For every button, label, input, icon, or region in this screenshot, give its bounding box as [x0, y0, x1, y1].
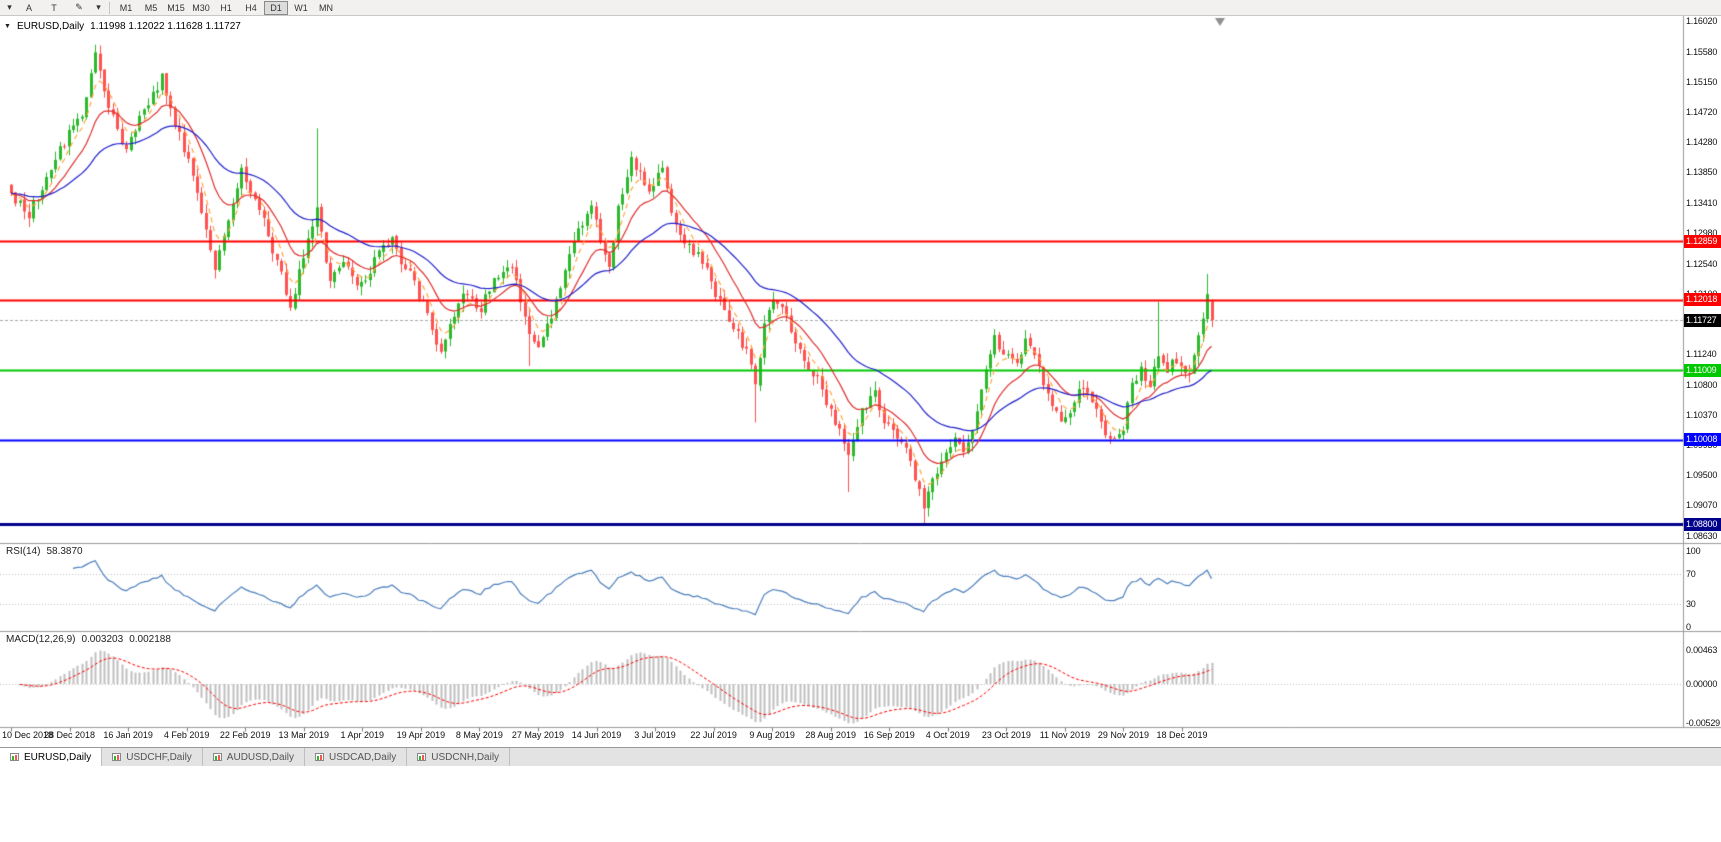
price-axis-label: 1.10800	[1686, 379, 1718, 390]
tab-chart-icon	[212, 753, 222, 761]
rsi-indicator-value: 58.3870	[46, 546, 83, 557]
price-axis-label: 1.08630	[1686, 531, 1718, 541]
text-tool-button[interactable]: T	[51, 2, 57, 13]
rsi-axis-label: 100	[1686, 546, 1701, 556]
cursor-a-tool-button[interactable]: A	[25, 2, 32, 13]
price-axis-label: 1.12980	[1686, 227, 1718, 238]
tab-chart-icon	[112, 753, 122, 761]
price-axis-label: 1.14720	[1686, 106, 1718, 117]
rsi-axis-label: 0	[1686, 622, 1691, 632]
price-axis-label: 1.14280	[1686, 137, 1718, 148]
date-axis-label: 28 Dec 2018	[44, 730, 96, 740]
timeframe-button-m5[interactable]: M5	[144, 2, 158, 13]
price-line-badge: 1.10008	[1684, 433, 1721, 446]
date-axis-label: 27 May 2019	[511, 730, 564, 740]
date-axis-label: 28 Aug 2019	[805, 730, 856, 740]
date-axis-label: 22 Feb 2019	[219, 730, 271, 740]
tab-label: USDCHF,Daily	[126, 751, 192, 763]
timeframe-button-m30[interactable]: M30	[192, 2, 210, 13]
date-axis-label: 22 Jul 2019	[690, 730, 737, 740]
date-axis-label: 16 Sep 2019	[863, 730, 915, 740]
price-axis-label: 1.15580	[1686, 46, 1718, 57]
chart-tab-usdcnh[interactable]: USDCNH,Daily	[407, 748, 511, 766]
rsi-indicator-name: RSI(14)	[6, 546, 41, 557]
tab-chart-icon	[417, 753, 427, 761]
price-axis-label: 1.11240	[1686, 349, 1717, 360]
date-axis-label: 14 Jun 2019	[571, 730, 622, 740]
chart-tab-usdcad[interactable]: USDCAD,Daily	[305, 748, 408, 766]
chart-menu-button[interactable]: ▾	[7, 2, 12, 12]
macd-axis-label: 0.00463	[1686, 644, 1718, 655]
chart-ohlc-values: 1.11998 1.12022 1.11628 1.11727	[90, 21, 241, 32]
chart-title: ▼ EURUSD,Daily 1.11998 1.12022 1.11628 1…	[4, 21, 241, 32]
timeframe-button-w1[interactable]: W1	[294, 2, 308, 13]
tab-label: EURUSD,Daily	[24, 751, 92, 763]
price-axis-label: 1.16020	[1686, 16, 1718, 26]
toolbar-separator	[109, 1, 110, 14]
timeframe-button-mn[interactable]: MN	[319, 2, 333, 13]
tab-label: USDCAD,Daily	[329, 751, 397, 763]
date-axis-label: 13 Mar 2019	[278, 730, 330, 740]
date-axis-label: 8 May 2019	[455, 730, 503, 740]
price-line-badge: 1.08800	[1684, 518, 1721, 531]
chart-tab-bar: EURUSD,Daily USDCHF,Daily AUDUSD,Daily USDC…	[0, 747, 1721, 766]
timeframe-button-d1[interactable]: D1	[264, 0, 288, 15]
macd-axis-label: 0.00000	[1686, 679, 1718, 689]
macd-main-value: 0.003203	[81, 634, 124, 645]
date-axis-label: 4 Feb 2019	[163, 730, 210, 740]
date-axis-label: 3 Jul 2019	[634, 730, 676, 740]
price-axis-label: 1.12540	[1686, 258, 1718, 269]
date-axis-label: 29 Nov 2019	[1097, 730, 1149, 740]
date-axis-label: 19 Apr 2019	[396, 730, 446, 740]
date-axis-label: 9 Aug 2019	[749, 730, 795, 740]
date-axis-label: 18 Dec 2019	[1156, 730, 1208, 740]
tab-label: AUDUSD,Daily	[226, 751, 295, 763]
timeframe-button-h1[interactable]: H1	[220, 2, 232, 13]
price-axis-label: 1.09070	[1686, 500, 1718, 511]
price-axis-label: 1.13410	[1686, 197, 1718, 208]
macd-axis-label: -0.00529	[1686, 718, 1720, 729]
price-axis-label: 1.15150	[1686, 76, 1718, 87]
draw-tool-dropdown-button[interactable]: ▾	[96, 2, 101, 12]
bid-price-badge: 1.11727	[1684, 314, 1721, 327]
chart-collapse-icon[interactable]: ▼	[4, 23, 11, 30]
rsi-axis-label: 70	[1686, 568, 1696, 579]
timeframe-button-m1[interactable]: M1	[119, 2, 133, 13]
chart-tab-audusd[interactable]: AUDUSD,Daily	[203, 748, 306, 766]
date-axis-label: 23 Oct 2019	[981, 730, 1031, 740]
timeframe-button-m15[interactable]: M15	[167, 2, 185, 13]
price-line-badge: 1.11009	[1684, 364, 1721, 377]
price-axis-label: 1.13850	[1686, 167, 1718, 178]
price-axis-label: 1.10370	[1686, 409, 1718, 420]
macd-indicator-name: MACD(12,26,9)	[6, 634, 76, 645]
date-axis-label: 4 Oct 2019	[925, 730, 970, 740]
date-axis-label: 11 Nov 2019	[1039, 730, 1091, 740]
tab-label: USDCNH,Daily	[431, 751, 500, 763]
main-toolbar: ▾ A T ✎ ▾ M1 M5 M15 M30 H1 H4 D1 W1 MN	[0, 0, 1721, 16]
tab-chart-icon	[10, 753, 19, 761]
chart-tab-eurusd[interactable]: EURUSD,Daily	[0, 748, 103, 766]
price-line-badge: 1.12859	[1684, 235, 1721, 248]
price-line-badge: 1.12018	[1684, 293, 1721, 306]
price-axis-label: 1.09500	[1686, 470, 1718, 481]
date-axis-label: 10 Dec 2018	[2, 730, 54, 740]
date-axis-label: 16 Jan 2019	[103, 730, 153, 740]
chart-tab-usdchf[interactable]: USDCHF,Daily	[102, 748, 203, 766]
rsi-axis-label: 30	[1686, 599, 1696, 610]
timeframe-button-h4[interactable]: H4	[245, 2, 257, 13]
tab-chart-icon	[315, 753, 325, 761]
chart-symbol-period: EURUSD,Daily	[16, 21, 85, 32]
draw-tool-button[interactable]: ✎	[75, 2, 83, 12]
date-axis-label: 1 Apr 2019	[340, 730, 385, 740]
macd-indicator-label: MACD(12,26,9) 0.003203 0.002188	[6, 634, 171, 645]
rsi-indicator-label: RSI(14) 58.3870	[6, 546, 83, 557]
macd-signal-value: 0.002188	[129, 634, 171, 645]
